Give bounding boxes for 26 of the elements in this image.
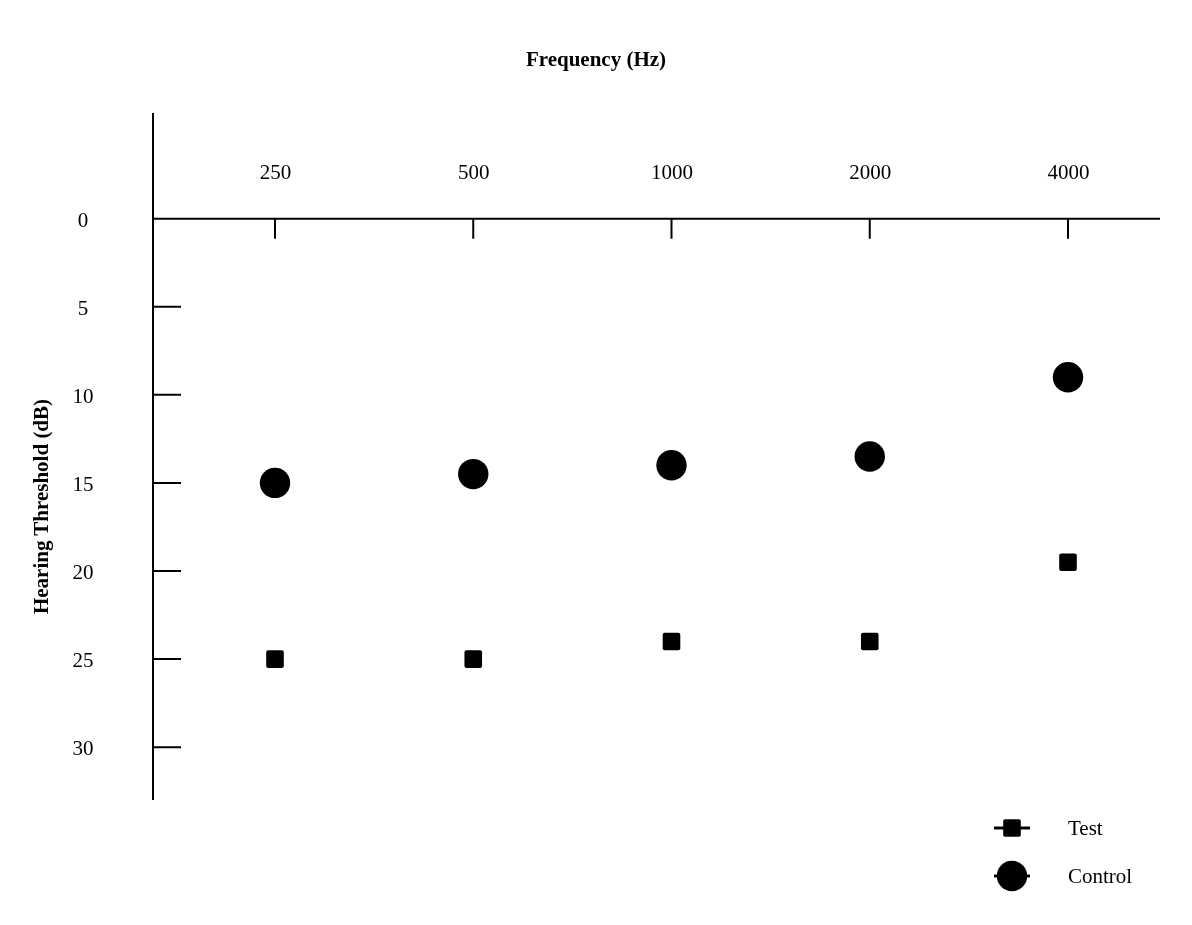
y-tick-label: 20 [72, 559, 94, 584]
point [662, 632, 681, 651]
x-tick-label: 500 [458, 159, 490, 184]
point [860, 632, 879, 651]
x-tick-label: 250 [259, 159, 292, 184]
point [656, 450, 687, 481]
y-axis-title: Hearing Threshold (dB) [29, 398, 53, 615]
y-tick-label: 15 [72, 471, 94, 496]
y-tick-label: 30 [72, 736, 94, 760]
point [266, 650, 284, 668]
x-tick-label: 1000 [651, 159, 693, 184]
point [1059, 553, 1077, 571]
point [458, 458, 489, 490]
point [1052, 362, 1084, 393]
point [259, 467, 291, 499]
x-tick-label: 2000 [849, 159, 892, 184]
y-tick-label: 25 [72, 647, 94, 672]
legend-label: Test [1068, 816, 1103, 840]
x-tick-label: 4000 [1047, 159, 1090, 184]
y-tick-label: 0 [77, 207, 89, 232]
point [464, 650, 483, 668]
y-tick-label: 10 [72, 383, 94, 408]
y-tick-label: 5 [77, 295, 89, 320]
legend-label: Control [1068, 864, 1133, 888]
point [854, 441, 885, 472]
chart-title: Frequency (Hz) [525, 47, 667, 71]
